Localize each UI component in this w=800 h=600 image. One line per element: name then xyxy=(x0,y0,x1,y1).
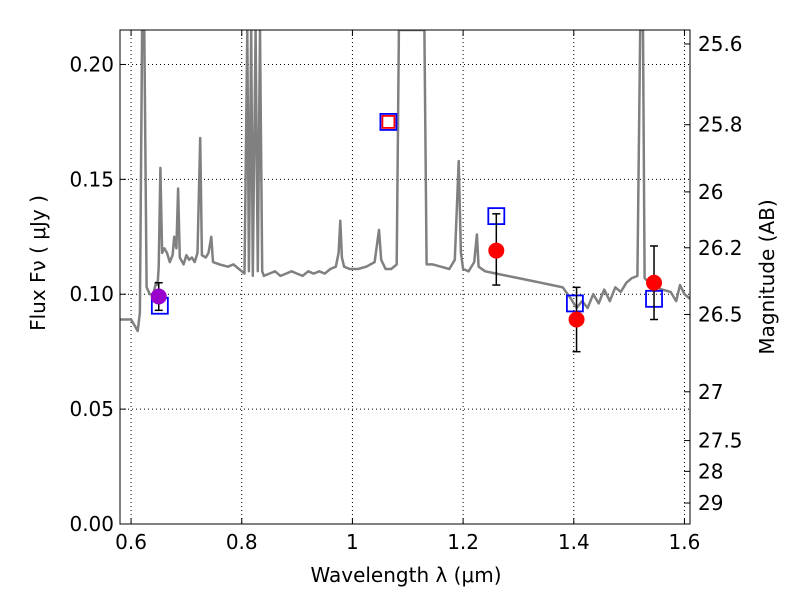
y-tick-label: 0.15 xyxy=(69,167,114,191)
x-tick-label: 0.6 xyxy=(115,530,147,554)
y2-tick-label: 25.6 xyxy=(698,32,743,56)
plot-area xyxy=(120,30,690,353)
observed-flux-point xyxy=(646,274,663,291)
x-tick-label: 1.4 xyxy=(558,530,590,554)
observed-flux-point xyxy=(568,311,585,328)
plot-frame xyxy=(119,29,691,525)
y-axis-label: Flux Fν ( μJy ) xyxy=(26,195,50,331)
model-flux-square xyxy=(379,113,398,131)
y2-tick-label: 26 xyxy=(698,180,723,204)
y-tick-label: 0.10 xyxy=(69,282,114,306)
x-tick-label: 1.2 xyxy=(447,530,479,554)
y-tick-label: 0.00 xyxy=(69,512,114,536)
y2-tick-label: 27.5 xyxy=(698,429,743,453)
x-tick-label: 1 xyxy=(346,530,359,554)
observed-flux-point xyxy=(150,288,167,305)
x-tick-label: 1.6 xyxy=(669,530,701,554)
secondary-y-axis-label: Magnitude (AB) xyxy=(755,199,779,354)
y2-tick-label: 29 xyxy=(698,491,723,515)
secondary-y-axis: 25.6 25.8 26 26.2 26.5 27 27.5 28 29 xyxy=(684,32,743,515)
x-axis: 0.6 0.8 1 1.2 1.4 1.6 xyxy=(115,30,700,554)
y-tick-label: 0.20 xyxy=(69,52,114,76)
y2-tick-label: 26.2 xyxy=(698,236,743,260)
x-tick-label: 0.8 xyxy=(226,530,258,554)
model-flux-square xyxy=(381,115,396,129)
x-axis-label: Wavelength λ (μm) xyxy=(310,563,501,587)
y-axis: 0.00 0.05 0.10 0.15 0.20 xyxy=(69,52,126,536)
y2-tick-label: 25.8 xyxy=(698,113,743,137)
y-tick-label: 0.05 xyxy=(69,397,114,421)
y2-tick-label: 26.5 xyxy=(698,302,743,326)
observed-flux-point xyxy=(488,242,505,259)
model-flux-square xyxy=(565,294,584,313)
y2-tick-label: 28 xyxy=(698,459,723,483)
y2-tick-label: 27 xyxy=(698,380,723,404)
